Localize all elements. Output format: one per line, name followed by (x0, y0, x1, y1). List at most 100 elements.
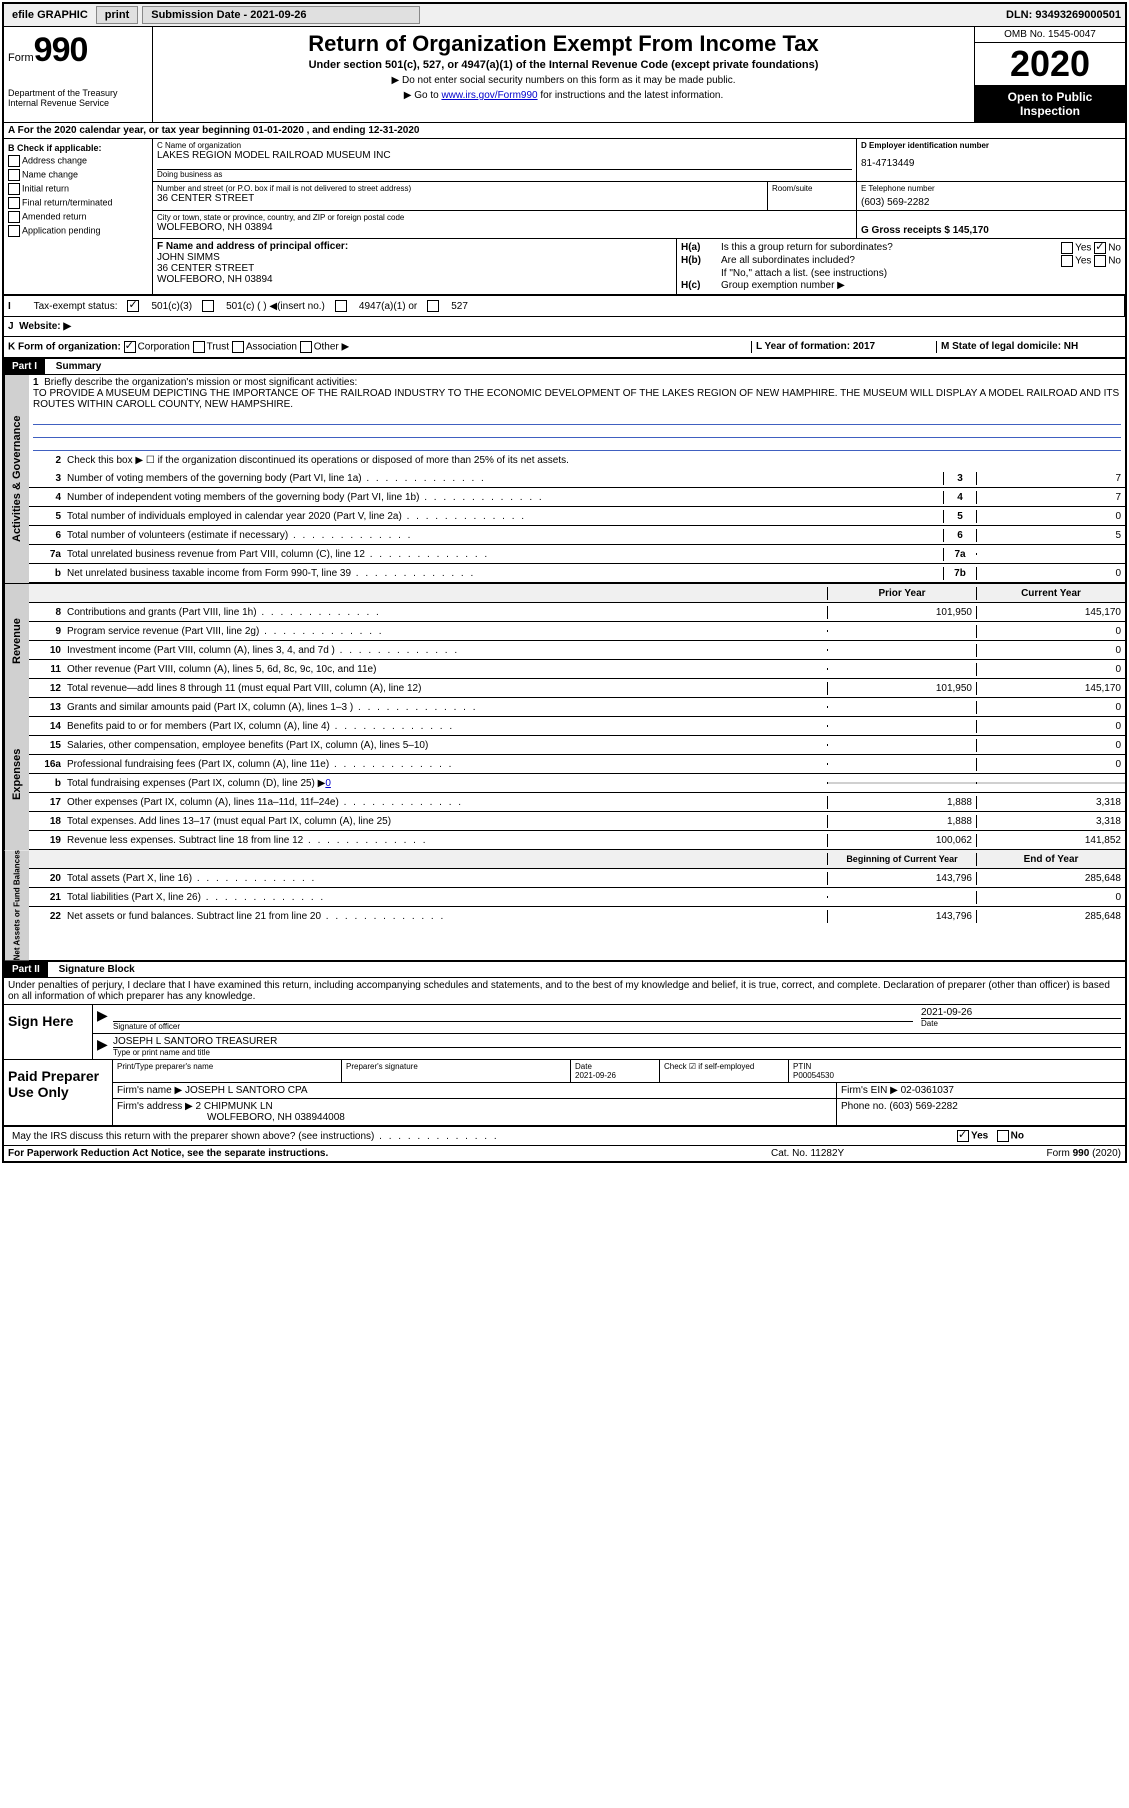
l13-prior (827, 706, 976, 708)
l18-text: Total expenses. Add lines 13–17 (must eq… (65, 815, 827, 828)
l1-text: Briefly describe the organization's miss… (44, 377, 357, 388)
l10-text: Investment income (Part VIII, column (A)… (65, 644, 827, 657)
l12-text: Total revenue—add lines 8 through 11 (mu… (65, 682, 827, 695)
k-label: K Form of organization: (8, 342, 121, 353)
revenue-section: Revenue Prior YearCurrent Year 8Contribu… (4, 583, 1125, 698)
h-cell: H(a) Is this a group return for subordin… (677, 239, 1125, 294)
tax-year-row: A For the 2020 calendar year, or tax yea… (4, 123, 1125, 139)
part1-header-row: Part I Summary (4, 359, 1125, 375)
gross-receipts: G Gross receipts $ 145,170 (861, 225, 989, 236)
l5-text: Total number of individuals employed in … (65, 510, 943, 523)
l12-prior: 101,950 (827, 682, 976, 695)
form-container: efile GRAPHIC print Submission Date - 20… (2, 2, 1127, 1163)
l8-curr: 145,170 (976, 606, 1125, 619)
l16b-link[interactable]: 0 (325, 778, 331, 789)
ha-text: Is this a group return for subordinates? (721, 242, 1061, 254)
l14-prior (827, 725, 976, 727)
d-label: D Employer identification number (861, 141, 989, 150)
c-name-label: C Name of organization (157, 141, 852, 150)
m-label: M State of legal domicile: NH (941, 341, 1078, 352)
mission-rule2 (33, 425, 1121, 438)
trust-checkbox[interactable] (193, 341, 205, 353)
discuss-yes-checkbox[interactable] (957, 1130, 969, 1142)
i-label: Tax-exempt status: (34, 301, 118, 312)
street-label: Number and street (or P.O. box if mail i… (157, 184, 763, 193)
phone-cell: E Telephone number (603) 569-2282 (857, 182, 1125, 210)
l9-text: Program service revenue (Part VIII, line… (65, 625, 827, 638)
ha-no[interactable] (1094, 242, 1106, 254)
501c3-checkbox[interactable] (127, 300, 139, 312)
officer-city: WOLFEBORO, NH 03894 (157, 274, 672, 285)
j-text: Website: ▶ (19, 321, 71, 332)
hb-yes[interactable] (1061, 255, 1073, 267)
yes-label: Yes (1075, 243, 1091, 254)
final-checkbox[interactable] (8, 197, 20, 209)
street: 36 CENTER STREET (157, 193, 763, 204)
l11-curr: 0 (976, 663, 1125, 676)
ptin-h: PTIN (793, 1062, 811, 1071)
part2-header: Part II (4, 962, 48, 977)
app-pending: Application pending (22, 225, 101, 235)
vtab-netassets: Net Assets or Fund Balances (4, 850, 29, 960)
amended-checkbox[interactable] (8, 211, 20, 223)
sign-here-table: Sign Here ▶ Signature of officer 2021-09… (4, 1005, 1125, 1060)
l11-prior (827, 668, 976, 670)
initial-checkbox[interactable] (8, 183, 20, 195)
initial-return: Initial return (22, 183, 69, 193)
addr-change-checkbox[interactable] (8, 155, 20, 167)
ha-yes[interactable] (1061, 242, 1073, 254)
discuss-row: May the IRS discuss this return with the… (4, 1127, 1125, 1146)
other-checkbox[interactable] (300, 341, 312, 353)
l16b-prior (827, 782, 976, 784)
trust: Trust (207, 342, 229, 353)
l10-prior (827, 649, 976, 651)
l21-text: Total liabilities (Part X, line 26) (65, 891, 827, 904)
l9-prior (827, 630, 976, 632)
form990-link[interactable]: www.irs.gov/Form990 (441, 90, 537, 101)
print-button[interactable]: print (96, 6, 138, 24)
vtab-revenue: Revenue (4, 584, 29, 698)
open-line1: Open to Public (977, 90, 1123, 104)
assoc-checkbox[interactable] (232, 341, 244, 353)
header-right: OMB No. 1545-0047 2020 Open to Public In… (974, 27, 1125, 122)
pending-checkbox[interactable] (8, 225, 20, 237)
declaration: Under penalties of perjury, I declare th… (4, 978, 1125, 1005)
l17-prior: 1,888 (827, 796, 976, 809)
ssn-note: ▶ Do not enter social security numbers o… (163, 75, 964, 86)
l17-curr: 3,318 (976, 796, 1125, 809)
l16a-prior (827, 763, 976, 765)
name-change-checkbox[interactable] (8, 169, 20, 181)
open-line2: Inspection (977, 104, 1123, 118)
sig-arrow-icon2: ▶ (97, 1036, 113, 1057)
phone: (603) 569-2282 (861, 197, 1121, 208)
tax-status-row: I Tax-exempt status: 501(c)(3) 501(c) ( … (4, 295, 1125, 317)
l15-text: Salaries, other compensation, employee b… (65, 739, 827, 752)
hb-no[interactable] (1094, 255, 1106, 267)
j-label: J (8, 321, 14, 332)
officer-name: JOHN SIMMS (157, 252, 672, 263)
prep-date-h: Date (575, 1062, 592, 1071)
form-number: 990 (34, 31, 88, 69)
l21-prior (827, 896, 976, 898)
corp: Corporation (138, 342, 190, 353)
4947-checkbox[interactable] (335, 300, 347, 312)
street-cell: Number and street (or P.O. box if mail i… (153, 182, 768, 210)
firm-addr-l: Firm's address ▶ (117, 1101, 193, 1112)
l7a-val (976, 553, 1125, 555)
501c-checkbox[interactable] (202, 300, 214, 312)
org-name-cell: C Name of organization LAKES REGION MODE… (153, 139, 857, 181)
prep-name-h: Print/Type preparer's name (113, 1060, 342, 1082)
vtab-expenses: Expenses (4, 698, 29, 850)
l18-curr: 3,318 (976, 815, 1125, 828)
l16b-text: Total fundraising expenses (Part IX, col… (65, 777, 827, 790)
discuss-no-checkbox[interactable] (997, 1130, 1009, 1142)
527-checkbox[interactable] (427, 300, 439, 312)
netassets-section: Net Assets or Fund Balances Beginning of… (4, 850, 1125, 962)
b-label: B Check if applicable: (8, 143, 102, 153)
footer-row: For Paperwork Reduction Act Notice, see … (4, 1146, 1125, 1161)
l18-prior: 1,888 (827, 815, 976, 828)
city: WOLFEBORO, NH 03894 (157, 222, 852, 233)
l7b-val: 0 (976, 567, 1125, 580)
l1-num: 1 (33, 377, 39, 388)
corp-checkbox[interactable] (124, 341, 136, 353)
